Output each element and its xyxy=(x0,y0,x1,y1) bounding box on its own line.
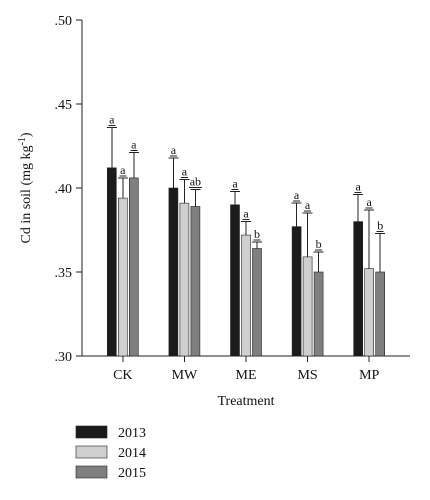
y-axis-title: Cd in soil (mg kg-1) xyxy=(17,132,35,243)
legend-swatch-2014 xyxy=(75,445,108,459)
significance-label: a xyxy=(367,195,373,209)
x-axis-title: Treatment xyxy=(217,394,274,409)
bar-ms-2015 xyxy=(313,271,324,357)
bar-me-2015 xyxy=(252,248,262,357)
significance-label: a xyxy=(305,198,311,212)
legend-swatch-2013 xyxy=(75,425,108,439)
bar-mw-2013 xyxy=(168,187,179,357)
bar-mw-2014 xyxy=(179,202,190,357)
significance-label: a xyxy=(109,113,115,127)
x-tick-label: MP xyxy=(359,368,379,383)
significance-label: a xyxy=(182,165,188,179)
significance-label: a xyxy=(131,138,137,152)
y-tick-label: .35 xyxy=(55,266,73,281)
x-tick-label: MW xyxy=(172,368,198,383)
significance-label: a xyxy=(294,188,300,202)
significance-label: a xyxy=(120,163,126,177)
y-tick-label: .50 xyxy=(55,14,73,29)
bar-ck-2015 xyxy=(129,177,139,357)
legend-label-2015: 2015 xyxy=(118,466,146,481)
bar-ck-2013 xyxy=(107,167,117,357)
legend-label-2014: 2014 xyxy=(118,446,146,461)
bar-mw-2015 xyxy=(190,206,201,357)
significance-label: ab xyxy=(190,175,201,189)
bar-me-2014 xyxy=(241,234,251,357)
significance-label: a xyxy=(232,176,238,190)
y-tick-label: .40 xyxy=(55,182,73,197)
significance-label: b xyxy=(316,237,322,251)
bar-ck-2014 xyxy=(118,197,128,357)
significance-label: a xyxy=(356,180,362,194)
bar-ms-2014 xyxy=(302,256,313,357)
x-tick-label: CK xyxy=(113,368,132,383)
y-tick-label: .30 xyxy=(55,350,73,365)
significance-label: a xyxy=(171,143,177,157)
bar-mp-2014 xyxy=(364,268,375,357)
y-axis-title-superscript: -1 xyxy=(17,137,28,145)
significance-label: b xyxy=(254,227,260,241)
x-tick-label: MS xyxy=(297,368,317,383)
bar-mp-2015 xyxy=(375,271,386,357)
legend-swatch-2015 xyxy=(75,465,108,479)
y-axis-title-suffix: ) xyxy=(19,132,34,137)
bar-ms-2013 xyxy=(291,226,302,357)
y-tick-label: .45 xyxy=(55,98,73,113)
significance-label: b xyxy=(377,218,383,232)
y-axis-title-base: Cd in soil (mg kg xyxy=(19,146,34,244)
significance-label: a xyxy=(243,207,249,221)
bar-mp-2013 xyxy=(353,221,364,357)
legend-label-2013: 2013 xyxy=(118,426,146,441)
x-tick-label: ME xyxy=(236,368,257,383)
bar-me-2013 xyxy=(230,204,240,357)
